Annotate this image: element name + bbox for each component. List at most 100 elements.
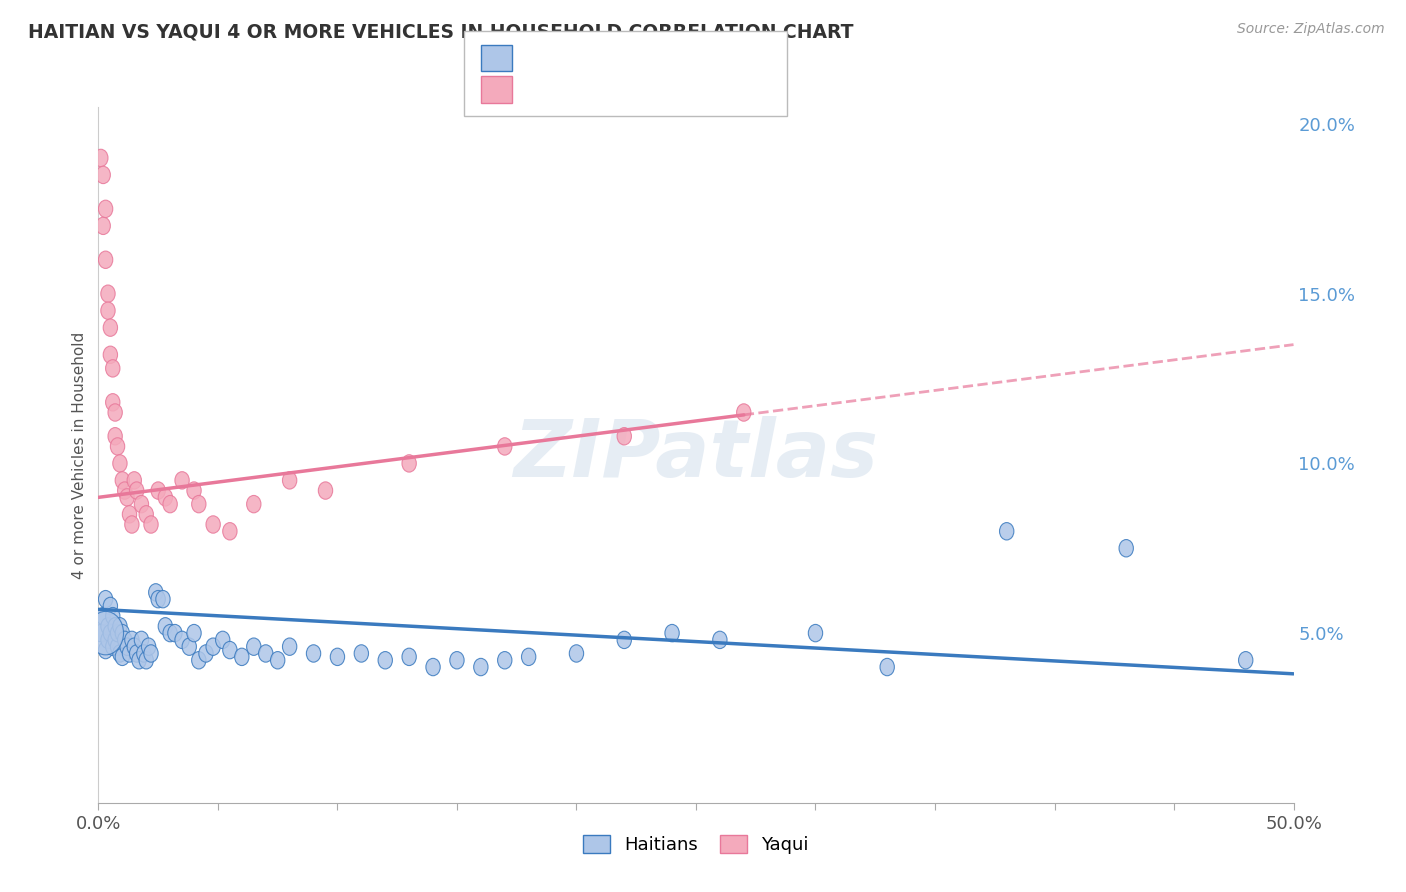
Ellipse shape <box>105 359 120 377</box>
Ellipse shape <box>307 645 321 662</box>
Ellipse shape <box>187 624 201 642</box>
Ellipse shape <box>474 658 488 676</box>
Ellipse shape <box>283 638 297 656</box>
Ellipse shape <box>125 516 139 533</box>
Ellipse shape <box>136 645 150 662</box>
Ellipse shape <box>522 648 536 665</box>
Ellipse shape <box>125 632 139 648</box>
Ellipse shape <box>122 645 136 662</box>
Ellipse shape <box>617 632 631 648</box>
Ellipse shape <box>115 624 129 642</box>
Ellipse shape <box>96 166 111 184</box>
Ellipse shape <box>665 624 679 642</box>
Ellipse shape <box>270 651 285 669</box>
Ellipse shape <box>354 645 368 662</box>
Ellipse shape <box>139 506 153 523</box>
Ellipse shape <box>149 583 163 601</box>
Ellipse shape <box>101 632 115 648</box>
Ellipse shape <box>1119 540 1133 557</box>
Ellipse shape <box>402 455 416 472</box>
Ellipse shape <box>108 632 122 648</box>
Ellipse shape <box>96 217 111 235</box>
Ellipse shape <box>103 346 118 364</box>
Ellipse shape <box>111 638 125 656</box>
Ellipse shape <box>118 482 132 500</box>
Text: HAITIAN VS YAQUI 4 OR MORE VEHICLES IN HOUSEHOLD CORRELATION CHART: HAITIAN VS YAQUI 4 OR MORE VEHICLES IN H… <box>28 22 853 41</box>
Ellipse shape <box>112 645 127 662</box>
Ellipse shape <box>283 472 297 489</box>
Ellipse shape <box>246 495 262 513</box>
Ellipse shape <box>103 624 118 642</box>
Ellipse shape <box>191 495 207 513</box>
Ellipse shape <box>402 648 416 665</box>
Ellipse shape <box>139 651 153 669</box>
Ellipse shape <box>111 438 125 455</box>
Ellipse shape <box>98 200 112 218</box>
Ellipse shape <box>163 624 177 642</box>
Text: Source: ZipAtlas.com: Source: ZipAtlas.com <box>1237 22 1385 37</box>
Ellipse shape <box>808 624 823 642</box>
Ellipse shape <box>174 632 190 648</box>
Ellipse shape <box>1000 523 1014 540</box>
Ellipse shape <box>150 591 166 607</box>
Ellipse shape <box>108 427 122 445</box>
Ellipse shape <box>222 523 238 540</box>
Text: R = -0.197   N = 68: R = -0.197 N = 68 <box>517 47 702 66</box>
Text: R =  0.123   N = 40: R = 0.123 N = 40 <box>517 80 702 99</box>
Ellipse shape <box>378 651 392 669</box>
Legend: Haitians, Yaqui: Haitians, Yaqui <box>574 826 818 863</box>
Ellipse shape <box>259 645 273 662</box>
Ellipse shape <box>120 489 135 506</box>
Ellipse shape <box>222 641 238 659</box>
Ellipse shape <box>207 638 221 656</box>
Ellipse shape <box>129 645 143 662</box>
Ellipse shape <box>101 285 115 302</box>
Ellipse shape <box>96 607 111 624</box>
Ellipse shape <box>617 427 631 445</box>
Ellipse shape <box>187 482 201 500</box>
Y-axis label: 4 or more Vehicles in Household: 4 or more Vehicles in Household <box>72 331 87 579</box>
Ellipse shape <box>163 495 177 513</box>
Ellipse shape <box>94 624 108 642</box>
Ellipse shape <box>105 393 120 411</box>
Ellipse shape <box>426 658 440 676</box>
Ellipse shape <box>143 516 159 533</box>
Ellipse shape <box>122 506 136 523</box>
Ellipse shape <box>737 404 751 421</box>
Ellipse shape <box>207 516 221 533</box>
Ellipse shape <box>103 598 118 615</box>
Ellipse shape <box>498 651 512 669</box>
Ellipse shape <box>108 617 122 635</box>
Ellipse shape <box>118 632 132 648</box>
Ellipse shape <box>183 638 197 656</box>
Ellipse shape <box>215 632 231 648</box>
Ellipse shape <box>94 149 108 167</box>
Ellipse shape <box>115 648 129 665</box>
Ellipse shape <box>127 472 142 489</box>
Ellipse shape <box>98 251 112 268</box>
Ellipse shape <box>174 472 190 489</box>
Ellipse shape <box>98 641 112 659</box>
Ellipse shape <box>191 651 207 669</box>
Ellipse shape <box>132 651 146 669</box>
Ellipse shape <box>1239 651 1253 669</box>
Ellipse shape <box>120 638 135 656</box>
Ellipse shape <box>167 624 183 642</box>
Ellipse shape <box>129 482 143 500</box>
Text: ZIPatlas: ZIPatlas <box>513 416 879 494</box>
Ellipse shape <box>159 617 173 635</box>
Ellipse shape <box>112 617 127 635</box>
Ellipse shape <box>246 638 262 656</box>
Ellipse shape <box>112 455 127 472</box>
Ellipse shape <box>98 591 112 607</box>
Ellipse shape <box>135 632 149 648</box>
Ellipse shape <box>198 645 214 662</box>
Ellipse shape <box>105 638 120 656</box>
Ellipse shape <box>880 658 894 676</box>
Ellipse shape <box>159 489 173 506</box>
Ellipse shape <box>101 302 115 319</box>
Ellipse shape <box>103 319 118 336</box>
Ellipse shape <box>713 632 727 648</box>
Ellipse shape <box>101 617 115 635</box>
Ellipse shape <box>450 651 464 669</box>
